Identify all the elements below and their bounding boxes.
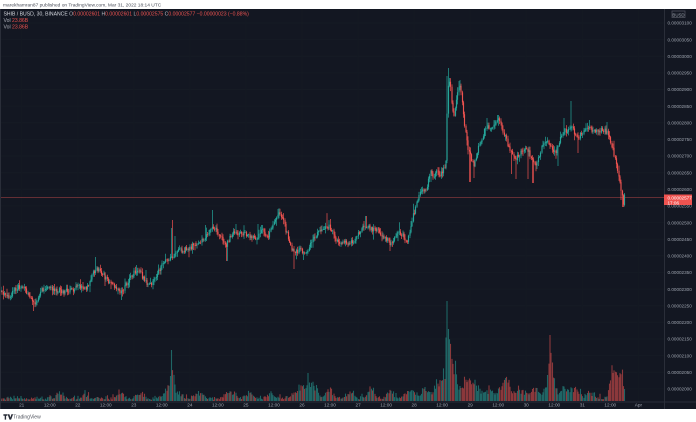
svg-text:0.00002350: 0.00002350 [668, 270, 693, 275]
svg-text:0.00002950: 0.00002950 [668, 71, 693, 76]
svg-text:0.00002000: 0.00002000 [668, 387, 693, 392]
svg-text:12:00: 12:00 [100, 403, 112, 408]
svg-text:12:00: 12:00 [44, 403, 56, 408]
svg-text:12:00: 12:00 [380, 403, 392, 408]
svg-text:12:00: 12:00 [436, 403, 448, 408]
svg-text:0.00002750: 0.00002750 [668, 137, 693, 142]
svg-text:22: 22 [75, 403, 81, 408]
svg-text:0.00002100: 0.00002100 [668, 353, 693, 358]
svg-text:12:00: 12:00 [492, 403, 504, 408]
svg-text:0.00003000: 0.00003000 [668, 54, 693, 59]
svg-text:0.00002450: 0.00002450 [668, 237, 693, 242]
svg-text:0.00002200: 0.00002200 [668, 320, 693, 325]
svg-text:0.00003050: 0.00003050 [668, 37, 693, 42]
svg-text:Vol 23.86B: Vol 23.86B [4, 18, 29, 24]
svg-text:21: 21 [19, 403, 25, 408]
svg-text:0.00002600: 0.00002600 [668, 187, 693, 192]
svg-text:25: 25 [243, 403, 249, 408]
svg-text:0.00003100: 0.00003100 [668, 21, 693, 26]
svg-text:12:00: 12:00 [156, 403, 168, 408]
svg-text:0.00002800: 0.00002800 [668, 121, 693, 126]
svg-text:12:00: 12:00 [212, 403, 224, 408]
svg-text:BUSD: BUSD [672, 12, 684, 17]
svg-text:12:00: 12:00 [548, 403, 560, 408]
svg-text:SHIB / BUSD, 30, BINANCE O0.00: SHIB / BUSD, 30, BINANCE O0.00002601 H0.… [4, 12, 250, 18]
svg-text:28: 28 [411, 403, 417, 408]
svg-text:12:00: 12:00 [604, 403, 616, 408]
svg-text:0.00002900: 0.00002900 [668, 87, 693, 92]
svg-text:0.00002500: 0.00002500 [668, 220, 693, 225]
svg-text:12:00: 12:00 [268, 403, 280, 408]
svg-text:31: 31 [580, 403, 586, 408]
svg-text:29: 29 [468, 403, 474, 408]
svg-text:Vol 23.86B: Vol 23.86B [4, 25, 29, 31]
svg-text:0.00002850: 0.00002850 [668, 104, 693, 109]
svg-text:30: 30 [524, 403, 530, 408]
svg-text:27: 27 [355, 403, 361, 408]
svg-text:0.00002300: 0.00002300 [668, 287, 693, 292]
svg-text:0.00002150: 0.00002150 [668, 337, 693, 342]
svg-text:Apr: Apr [635, 403, 643, 408]
svg-text:0.00002250: 0.00002250 [668, 303, 693, 308]
svg-text:marekhamran87 published on Tra: marekhamran87 published on TradingView.c… [3, 2, 162, 8]
svg-text:12:00: 12:00 [324, 403, 336, 408]
svg-text:17:06: 17:06 [668, 200, 680, 205]
svg-text:0.00002700: 0.00002700 [668, 154, 693, 159]
svg-text:0.00002050: 0.00002050 [668, 370, 693, 375]
svg-text:23: 23 [131, 403, 137, 408]
svg-text:26: 26 [299, 403, 305, 408]
svg-text:0.00002650: 0.00002650 [668, 170, 693, 175]
svg-text:24: 24 [187, 403, 193, 408]
svg-text:TradingView: TradingView [13, 415, 41, 421]
svg-text:0.00002577: 0.00002577 [668, 196, 693, 201]
svg-text:0.00002400: 0.00002400 [668, 254, 693, 259]
svg-text:0.00002550: 0.00002550 [668, 204, 693, 209]
